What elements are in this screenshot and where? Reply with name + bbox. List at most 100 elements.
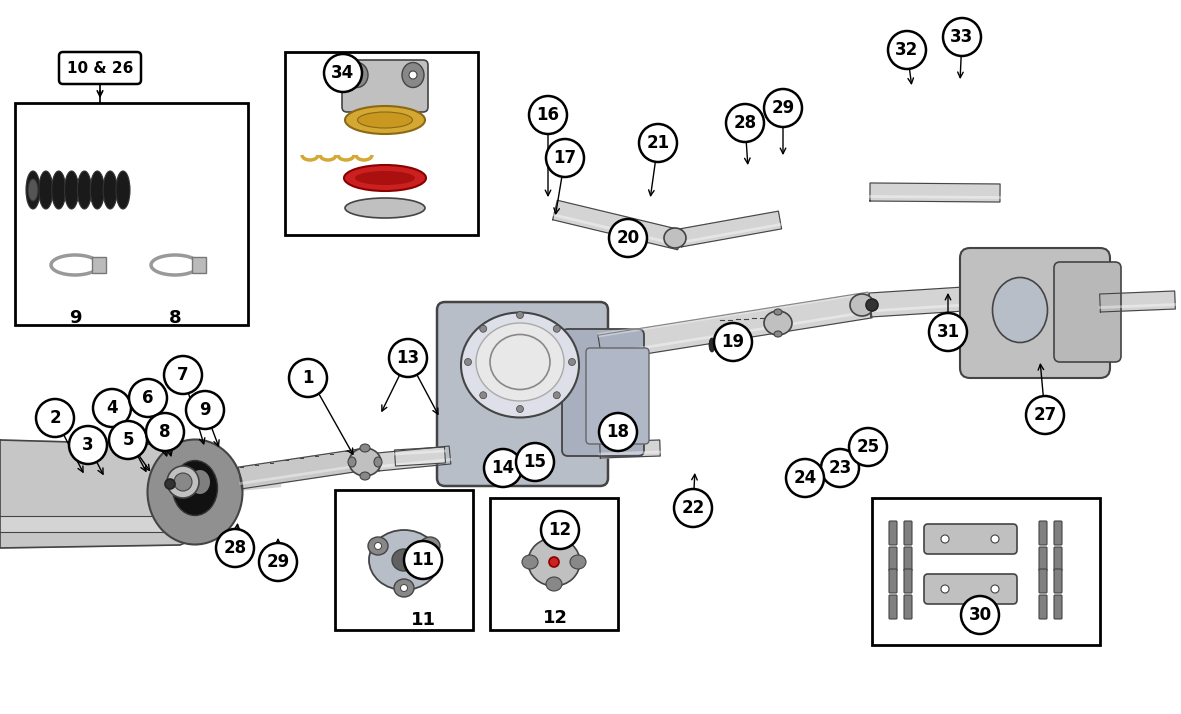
Ellipse shape	[103, 171, 117, 209]
Ellipse shape	[553, 392, 560, 398]
Ellipse shape	[368, 537, 389, 555]
Text: 32: 32	[895, 41, 919, 59]
Text: 34: 34	[332, 64, 354, 82]
Text: 30: 30	[968, 606, 992, 624]
Ellipse shape	[991, 535, 999, 543]
FancyBboxPatch shape	[437, 302, 608, 486]
FancyBboxPatch shape	[562, 329, 644, 456]
Ellipse shape	[65, 171, 79, 209]
Ellipse shape	[355, 171, 415, 185]
Ellipse shape	[394, 579, 415, 597]
Ellipse shape	[90, 171, 104, 209]
FancyBboxPatch shape	[889, 547, 898, 571]
Ellipse shape	[148, 440, 242, 545]
Text: 23: 23	[828, 459, 852, 477]
Ellipse shape	[461, 313, 579, 418]
Polygon shape	[869, 286, 980, 317]
Ellipse shape	[546, 533, 562, 547]
Ellipse shape	[774, 331, 782, 337]
Ellipse shape	[553, 326, 560, 332]
Circle shape	[216, 529, 254, 567]
Ellipse shape	[992, 278, 1048, 343]
Text: 22: 22	[681, 499, 705, 517]
FancyBboxPatch shape	[1053, 262, 1121, 362]
Text: 19: 19	[722, 333, 744, 351]
Ellipse shape	[522, 555, 539, 569]
Polygon shape	[239, 449, 361, 489]
Ellipse shape	[764, 311, 792, 335]
Ellipse shape	[348, 457, 355, 467]
Ellipse shape	[52, 171, 66, 209]
Text: 9: 9	[68, 309, 81, 327]
Text: 30: 30	[967, 619, 992, 637]
Text: 3: 3	[83, 436, 93, 454]
Text: 9: 9	[200, 401, 211, 419]
Ellipse shape	[374, 457, 381, 467]
Text: 20: 20	[616, 229, 640, 247]
FancyBboxPatch shape	[1039, 547, 1048, 571]
Text: 34: 34	[331, 64, 355, 82]
FancyBboxPatch shape	[1039, 595, 1048, 619]
Polygon shape	[377, 446, 451, 471]
Ellipse shape	[528, 538, 580, 586]
Ellipse shape	[174, 473, 193, 491]
Polygon shape	[678, 211, 782, 247]
Text: 1: 1	[302, 369, 314, 387]
Bar	[490, 498, 618, 630]
Text: 29: 29	[267, 553, 289, 571]
Ellipse shape	[358, 112, 412, 128]
Text: 21: 21	[646, 134, 670, 152]
Text: 11: 11	[411, 611, 436, 629]
Ellipse shape	[409, 71, 417, 79]
FancyBboxPatch shape	[342, 60, 428, 112]
FancyBboxPatch shape	[1039, 521, 1048, 545]
Ellipse shape	[476, 323, 565, 401]
Polygon shape	[394, 447, 445, 466]
Circle shape	[849, 428, 887, 466]
Circle shape	[787, 459, 824, 497]
Polygon shape	[1100, 291, 1175, 312]
Ellipse shape	[426, 543, 433, 550]
Ellipse shape	[850, 294, 874, 316]
Ellipse shape	[715, 338, 720, 352]
FancyBboxPatch shape	[903, 569, 912, 593]
Text: 27: 27	[1033, 406, 1057, 424]
Ellipse shape	[172, 461, 217, 516]
FancyBboxPatch shape	[1053, 595, 1062, 619]
Ellipse shape	[116, 171, 130, 209]
FancyBboxPatch shape	[59, 52, 141, 84]
FancyBboxPatch shape	[924, 574, 1017, 604]
Text: 28: 28	[223, 539, 247, 557]
Ellipse shape	[774, 309, 782, 315]
Ellipse shape	[709, 338, 715, 352]
Circle shape	[961, 596, 999, 634]
Text: 8: 8	[159, 423, 171, 441]
Ellipse shape	[570, 555, 586, 569]
Ellipse shape	[360, 444, 370, 452]
Ellipse shape	[374, 543, 381, 550]
FancyBboxPatch shape	[903, 547, 912, 571]
Circle shape	[35, 399, 74, 437]
Text: 17: 17	[554, 149, 576, 167]
Ellipse shape	[724, 338, 730, 352]
Ellipse shape	[28, 179, 38, 201]
Ellipse shape	[26, 171, 40, 209]
Polygon shape	[598, 292, 872, 361]
Text: 28: 28	[733, 114, 757, 132]
Ellipse shape	[353, 71, 361, 79]
Circle shape	[888, 31, 926, 69]
Text: 25: 25	[856, 438, 880, 456]
Ellipse shape	[190, 470, 210, 494]
Text: 8: 8	[169, 309, 182, 327]
Text: 31: 31	[937, 323, 959, 341]
Text: 14: 14	[491, 459, 515, 477]
FancyBboxPatch shape	[1053, 521, 1062, 545]
Text: 12: 12	[542, 609, 568, 627]
Ellipse shape	[479, 326, 487, 332]
Ellipse shape	[941, 535, 950, 543]
Bar	[335, 490, 474, 630]
Circle shape	[93, 389, 131, 427]
Ellipse shape	[368, 530, 439, 590]
Ellipse shape	[400, 585, 407, 591]
Polygon shape	[0, 440, 230, 548]
